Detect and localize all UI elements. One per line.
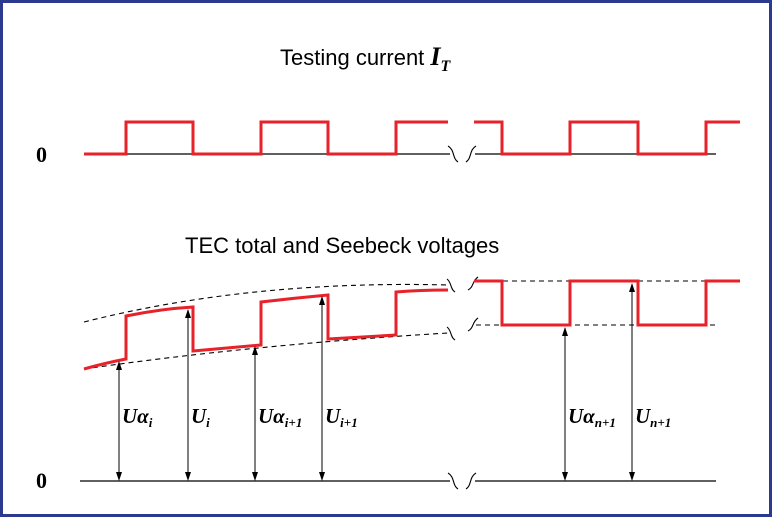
label-u-i: Ui <box>191 404 210 430</box>
upper-envelope-break <box>446 278 456 293</box>
bottom-axis-break-left <box>447 472 459 490</box>
top-title: Testing current IT <box>280 42 452 75</box>
label-u-alpha-i: Uαi <box>122 404 153 430</box>
bottom-axis-break-right <box>465 472 477 490</box>
voltage-waveform-right <box>474 279 740 327</box>
bottom-zero-label: 0 <box>36 468 47 493</box>
current-square-wave-left <box>84 120 448 156</box>
current-square-wave-right <box>474 120 740 156</box>
upper-right-break <box>467 276 479 291</box>
label-u-n-plus-1: Un+1 <box>635 404 671 430</box>
voltage-waveform-left <box>83 288 449 371</box>
bottom-title: TEC total and Seebeck voltages <box>185 233 499 258</box>
lower-envelope-break <box>446 326 456 341</box>
lower-envelope-dashed <box>83 332 449 370</box>
top-axis-break-left <box>447 145 459 163</box>
label-u-i-plus-1: Ui+1 <box>325 404 358 430</box>
lower-right-break <box>467 317 479 332</box>
top-axis-break-right <box>465 145 477 163</box>
upper-envelope-dashed <box>83 283 449 323</box>
label-u-alpha-i-plus-1: Uαi+1 <box>258 404 302 430</box>
label-u-alpha-n-plus-1: Uαn+1 <box>568 404 616 430</box>
top-zero-label: 0 <box>36 142 47 167</box>
voltage-arrows <box>116 283 635 481</box>
